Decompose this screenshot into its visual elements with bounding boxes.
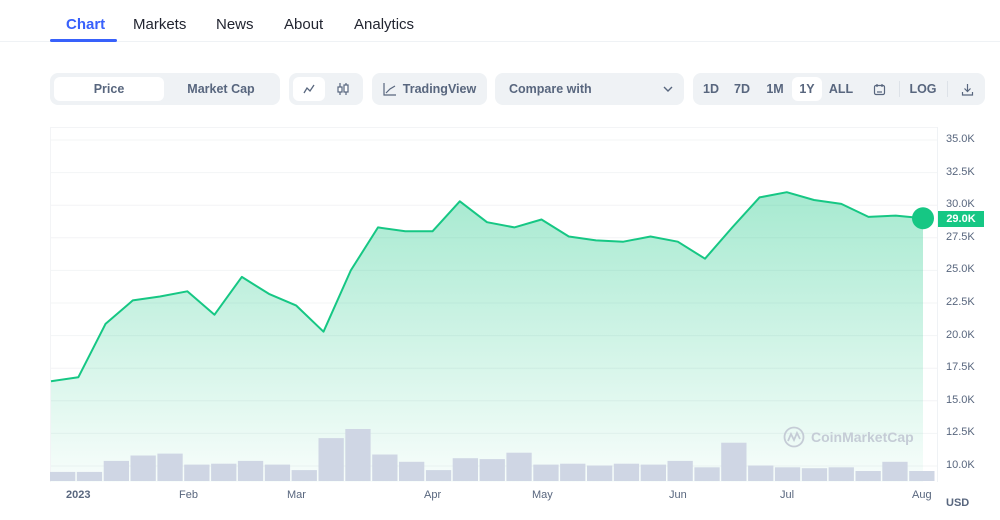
y-axis <box>937 127 938 482</box>
currency-label: USD <box>946 497 970 509</box>
metric-toggle: Price Market Cap <box>50 73 280 105</box>
range-all-button[interactable]: ALL <box>828 82 854 96</box>
range-1m-button[interactable]: 1M <box>766 82 784 96</box>
y-tick-label: 25.0K <box>946 263 975 276</box>
y-tick-label: 10.0K <box>946 459 975 471</box>
price-toggle-button[interactable]: Price <box>54 77 164 101</box>
current-price-tag: 29.0K <box>938 211 984 227</box>
x-tick-label: Jul <box>780 489 795 501</box>
y-tick-label: 30.0K <box>946 198 975 211</box>
y-tick-label: 12.5K <box>946 426 975 439</box>
y-tick-label: 17.5K <box>946 361 975 374</box>
compare-with-dropdown[interactable]: Compare with <box>495 73 684 105</box>
range-7d-button[interactable]: 7D <box>734 82 750 96</box>
price-line <box>50 191 924 383</box>
watermark-text: CoinMarketCap <box>811 429 914 445</box>
line-chart-button[interactable] <box>293 77 325 101</box>
tab-news[interactable]: News <box>216 16 254 33</box>
download-button[interactable] <box>955 77 979 101</box>
y-tick-label: 15.0K <box>946 393 975 406</box>
x-tick-label: May <box>532 489 553 501</box>
line-chart-icon <box>302 82 316 96</box>
y-tick-label: 22.5K <box>946 296 975 308</box>
volume-bars <box>50 429 935 481</box>
price-area <box>51 192 923 482</box>
download-icon <box>961 83 974 96</box>
candlestick-button[interactable] <box>327 77 359 101</box>
y-tick-label: 27.5K <box>946 230 975 243</box>
tab-chart[interactable]: Chart <box>66 16 106 33</box>
x-tick-label: Aug <box>912 489 932 501</box>
divider <box>947 81 948 97</box>
x-tick-label: Apr <box>424 489 442 501</box>
divider <box>899 81 900 97</box>
tab-analytics[interactable]: Analytics <box>354 16 415 33</box>
tab-about[interactable]: About <box>284 16 324 33</box>
market-cap-toggle-button[interactable]: Market Cap <box>187 82 255 96</box>
tradingview-label: TradingView <box>402 82 477 96</box>
x-tick-label: 2023 <box>66 489 91 501</box>
x-tick-label: Mar <box>287 489 306 501</box>
tab-markets[interactable]: Markets <box>133 16 187 33</box>
y-tick-label: 32.5K <box>946 165 975 178</box>
y-tick-label: 20.0K <box>946 328 975 341</box>
candlestick-icon <box>336 82 350 96</box>
y-tick-label: 35.0K <box>946 133 975 145</box>
coinmarketcap-watermark: CoinMarketCap <box>783 426 914 448</box>
range-1d-button[interactable]: 1D <box>703 82 719 96</box>
date-picker-button[interactable] <box>867 77 891 101</box>
chart-toolbar: Price Market Cap TradingView Compare wit… <box>0 73 1000 105</box>
x-tick-label: Jun <box>669 489 687 501</box>
active-tab-indicator <box>50 39 117 42</box>
chevron-down-icon <box>662 83 674 95</box>
tradingview-button[interactable]: TradingView <box>372 73 487 105</box>
log-scale-button[interactable]: LOG <box>909 82 937 96</box>
time-range-group: 1D 7D 1M 1Y ALL LOG <box>693 73 985 105</box>
current-price-dot <box>912 207 934 230</box>
x-tick-label: Feb <box>179 489 198 501</box>
range-1y-button[interactable]: 1Y <box>792 77 822 101</box>
chart-type-toggle <box>289 73 363 105</box>
coinmarketcap-logo-icon <box>783 426 805 448</box>
calendar-icon <box>873 83 886 96</box>
tab-bar: Chart Markets News About Analytics <box>0 0 1000 42</box>
compare-with-placeholder: Compare with <box>509 82 592 96</box>
tradingview-icon <box>383 82 397 96</box>
price-chart[interactable] <box>50 127 938 482</box>
